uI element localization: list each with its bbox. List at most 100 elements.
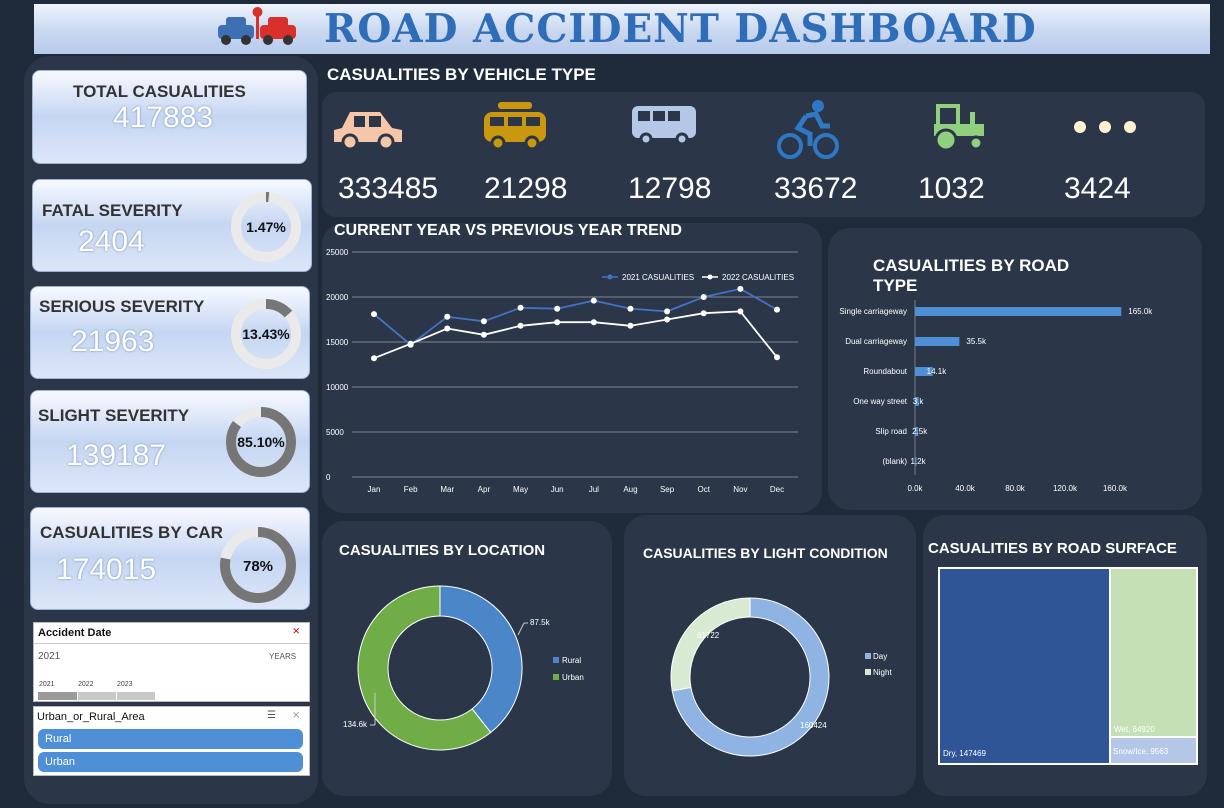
donut-slice (671, 597, 830, 757)
data-point (664, 316, 671, 323)
light-legend-day: Day (873, 652, 887, 661)
kpi-fatal-donut: 1.47% (231, 192, 301, 262)
bar-category-label: One way street (853, 397, 908, 406)
x-tick-label: Nov (733, 485, 747, 494)
timeline-bar-2022[interactable] (78, 692, 116, 700)
slicer-area-title: Urban_or_Rural_Area (37, 711, 145, 723)
kpi-car-card: CASUALITIES BY CAR 174015 78% (30, 507, 310, 610)
kpi-slight-value: 139187 (66, 439, 167, 472)
donut-slice (357, 585, 492, 751)
data-point (371, 311, 377, 318)
van-icon (484, 102, 546, 151)
slicer-date-title: Accident Date (38, 627, 112, 639)
kpi-slight-pct: 85.10% (237, 434, 285, 450)
timeline-bar-2021[interactable] (38, 692, 77, 700)
donut-slice (439, 585, 523, 734)
light-donut-chart: 61722 160424 Day Night (670, 597, 892, 757)
treemap-label-snow: Snow/Ice, 9563 (1113, 747, 1169, 756)
data-point (517, 322, 524, 329)
kpi-slight-card: SLIGHT SEVERITY 139187 85.10% (30, 390, 310, 493)
slicer-year-2022[interactable]: 2022 (78, 681, 94, 688)
bar-category-label: Single carriageway (839, 307, 907, 316)
vehicle-car-value: 333485 (338, 172, 439, 205)
x-tick-label: Apr (478, 485, 491, 494)
y-tick-label: 5000 (326, 428, 344, 437)
x-tick-label: Oct (698, 485, 711, 494)
kpi-fatal-label: FATAL SEVERITY (42, 201, 183, 220)
data-point (444, 313, 451, 320)
bar-category-label: Roundabout (863, 367, 907, 376)
treemap-label-dry: Dry, 147469 (943, 749, 986, 758)
multi-select-icon[interactable]: ☰ (267, 710, 276, 721)
data-point (444, 325, 451, 332)
slicer-date-selected: 2021 (38, 651, 61, 662)
slicer-item-rural[interactable]: Rural (38, 729, 303, 749)
roadtype-panel (828, 228, 1202, 510)
vehicle-panel (322, 92, 1205, 217)
slicer-year-2023[interactable]: 2023 (117, 681, 133, 688)
bar-data-label: 2.5k (912, 427, 928, 436)
kpi-total-value: 417883 (113, 101, 214, 134)
data-point (700, 294, 707, 300)
kpi-serious-card: SERIOUS SEVERITY 21963 13.43% (30, 286, 310, 379)
timeline-bar-2023[interactable] (117, 692, 155, 700)
kpi-serious-label: SERIOUS SEVERITY (39, 297, 205, 316)
series-line-1 (373, 310, 778, 360)
bar-data-label: 1.2k (911, 457, 927, 466)
data-point (737, 308, 744, 315)
bar-data-label: 3.k (913, 397, 925, 406)
x-tick-label: Feb (404, 485, 418, 494)
bar (915, 307, 1122, 316)
kpi-serious-pct: 13.43% (242, 326, 290, 342)
x-tick-label: 120.0k (1053, 484, 1078, 493)
x-tick-label: 160.0k (1103, 484, 1128, 493)
y-tick-label: 0 (326, 473, 331, 482)
location-legend-urban: Urban (562, 673, 584, 682)
slicer-item-urban[interactable]: Urban (38, 752, 303, 772)
data-point (554, 319, 561, 326)
trend-line-chart: 0 5000 10000 15000 20000 25000 Jan Feb Mar Apr May… (326, 248, 798, 494)
light-title: CASUALITIES BY LIGHT CONDITION (643, 545, 888, 561)
roadtype-title-line2: TYPE (873, 276, 918, 295)
data-point (554, 305, 561, 312)
series-line-0 (373, 287, 778, 346)
y-tick-label: 10000 (326, 383, 349, 392)
kpi-slight-label: SLIGHT SEVERITY (38, 406, 190, 425)
slicer-date-level[interactable]: YEARS (269, 652, 297, 661)
data-point (407, 340, 414, 347)
data-point (590, 297, 597, 304)
data-point (664, 308, 671, 315)
bar-data-label: 165.0k (1128, 307, 1153, 316)
location-donut-chart: 87.5k 134.6k Rural Urban (343, 585, 584, 751)
slicer-year-2021[interactable]: 2021 (39, 681, 55, 688)
vehicle-bicycle-value: 33672 (774, 172, 858, 205)
page-title: ROAD ACCIDENT DASHBOARD (324, 6, 1037, 52)
treemap-wet: Wet, 64920 (1111, 569, 1196, 736)
y-tick-label: 15000 (326, 338, 349, 347)
kpi-fatal-value: 2404 (78, 225, 145, 258)
kpi-car-donut: 78% (220, 527, 296, 603)
tractor-icon (934, 104, 984, 152)
treemap-label-wet: Wet, 64920 (1114, 725, 1155, 734)
bar (915, 427, 919, 436)
trend-title: CURRENT YEAR VS PREVIOUS YEAR TREND (334, 222, 682, 239)
clear-filter-icon[interactable]: ⨯ (292, 626, 301, 637)
location-title: CASUALITIES BY LOCATION (339, 542, 546, 559)
light-label-day: 160424 (800, 721, 827, 730)
location-label-urban: 134.6k (343, 720, 368, 729)
clear-filter-icon[interactable]: ⨯ (292, 710, 301, 721)
slicer-accident-date[interactable]: Accident Date ⨯ 2021 YEARS 2021 2022 202… (33, 622, 310, 702)
x-tick-label: Jun (551, 485, 564, 494)
kpi-car-pct: 78% (243, 558, 273, 575)
x-tick-label: Jan (368, 485, 381, 494)
roadtype-bar-chart: 0.0k 40.0k 80.0k 120.0k 160.0k Single carriag… (839, 300, 1153, 493)
x-tick-label: 0.0k (907, 484, 923, 493)
bar-category-label: Slip road (875, 427, 907, 436)
y-tick-label: 20000 (326, 293, 349, 302)
trend-panel (322, 223, 822, 513)
x-tick-label: Jul (589, 485, 599, 494)
data-point (480, 331, 487, 338)
car-crash-icon (218, 7, 296, 45)
light-label-night: 61722 (697, 631, 720, 640)
x-tick-label: Mar (440, 485, 454, 494)
